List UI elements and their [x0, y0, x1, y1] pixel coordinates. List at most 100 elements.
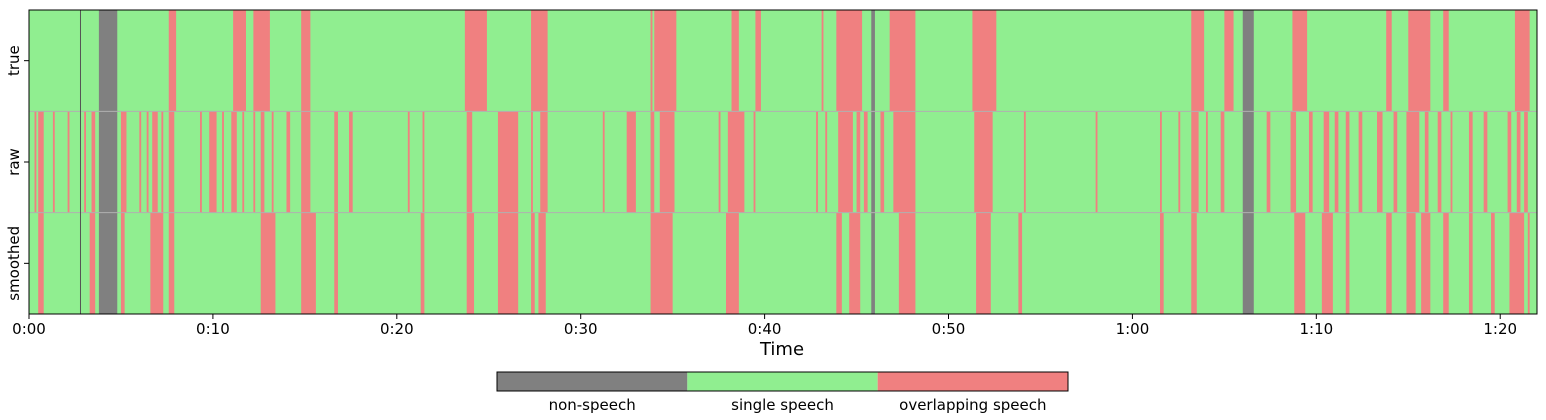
legend-colorbar: non-speech single speech overlapping speec… [496, 371, 1069, 414]
legend-label: non-speech [549, 396, 636, 414]
segment [1266, 111, 1271, 213]
segment [231, 111, 237, 213]
row-background-true [29, 10, 1537, 112]
segment [1205, 111, 1208, 213]
segment [1242, 10, 1254, 112]
segment [889, 10, 916, 112]
segment [420, 212, 425, 314]
segment [67, 111, 70, 213]
segment [98, 212, 118, 314]
segment [863, 111, 868, 213]
segment [836, 212, 842, 314]
x-tick-label: 0:50 [932, 320, 966, 338]
segment [1443, 212, 1449, 314]
legend-label: single speech [731, 396, 834, 414]
segment [1358, 111, 1363, 213]
x-tick-label: 0:30 [564, 320, 598, 338]
segment [1178, 111, 1181, 213]
segment [52, 111, 55, 213]
segment [972, 10, 997, 112]
segment [1524, 111, 1528, 213]
x-tick-label: 1:00 [1116, 320, 1150, 338]
segment [89, 212, 96, 314]
segment [1507, 111, 1512, 213]
segment [301, 10, 311, 112]
segment [1406, 212, 1416, 314]
segment [152, 111, 158, 213]
segment [898, 212, 916, 314]
segment [334, 212, 338, 314]
segment [540, 111, 548, 213]
segment [146, 111, 149, 213]
segment [348, 111, 353, 213]
segment [1334, 111, 1339, 213]
segment [407, 111, 410, 213]
segment [253, 10, 270, 112]
row-label-raw: raw [5, 148, 23, 176]
segment [260, 212, 276, 314]
segment [466, 212, 475, 314]
segment [727, 111, 745, 213]
segment [836, 10, 863, 112]
segment [120, 212, 125, 314]
segment [1450, 111, 1453, 213]
segment [1224, 10, 1234, 112]
legend-swatch [497, 372, 688, 391]
segment [139, 111, 142, 213]
segment [334, 111, 338, 213]
segment [531, 212, 535, 314]
segment [880, 111, 885, 213]
segment [168, 111, 175, 213]
segment [1191, 111, 1199, 213]
segment [497, 212, 519, 314]
segment [1406, 111, 1420, 213]
segment [209, 111, 217, 213]
x-tick-label: 0:40 [748, 320, 782, 338]
segment [856, 111, 861, 213]
row-background-raw [29, 111, 1537, 213]
segment [650, 111, 655, 213]
segment [1408, 10, 1431, 112]
segment [222, 111, 224, 213]
row-labels: true raw smoothed [5, 45, 29, 301]
segment [626, 111, 636, 213]
segment [1424, 111, 1429, 213]
timeline-rows [29, 10, 1537, 314]
segment [893, 111, 916, 213]
segment [1242, 111, 1254, 213]
segment [464, 10, 487, 112]
segment [168, 10, 177, 112]
segment [286, 111, 291, 213]
segment [1527, 212, 1530, 314]
segment [161, 111, 164, 213]
segment [150, 212, 164, 314]
segment [1308, 111, 1313, 213]
segment [1483, 111, 1488, 213]
segment [1345, 212, 1350, 314]
segment [168, 212, 175, 314]
segment [1321, 212, 1333, 314]
segment [34, 111, 37, 213]
row-true [29, 10, 1537, 112]
segment [233, 10, 247, 112]
x-tick-label: 0:10 [196, 320, 230, 338]
segment [1386, 10, 1392, 112]
segment [1377, 111, 1383, 213]
segment [725, 212, 739, 314]
segment [838, 111, 853, 213]
segment [755, 10, 761, 112]
segment [1491, 212, 1495, 314]
segment [1323, 111, 1330, 213]
x-axis: 0:00 0:10 0:20 0:30 0:40 0:50 1:00 1:10 1:20 [12, 314, 1517, 338]
segment [301, 111, 311, 213]
row-smoothed [29, 212, 1537, 314]
segment [1509, 212, 1525, 314]
segment [531, 10, 548, 112]
segment [38, 111, 44, 213]
segment [98, 10, 118, 112]
segment [98, 111, 118, 213]
segment [1516, 111, 1521, 213]
segment [260, 111, 265, 213]
segment [650, 10, 653, 112]
segment [1160, 212, 1164, 314]
